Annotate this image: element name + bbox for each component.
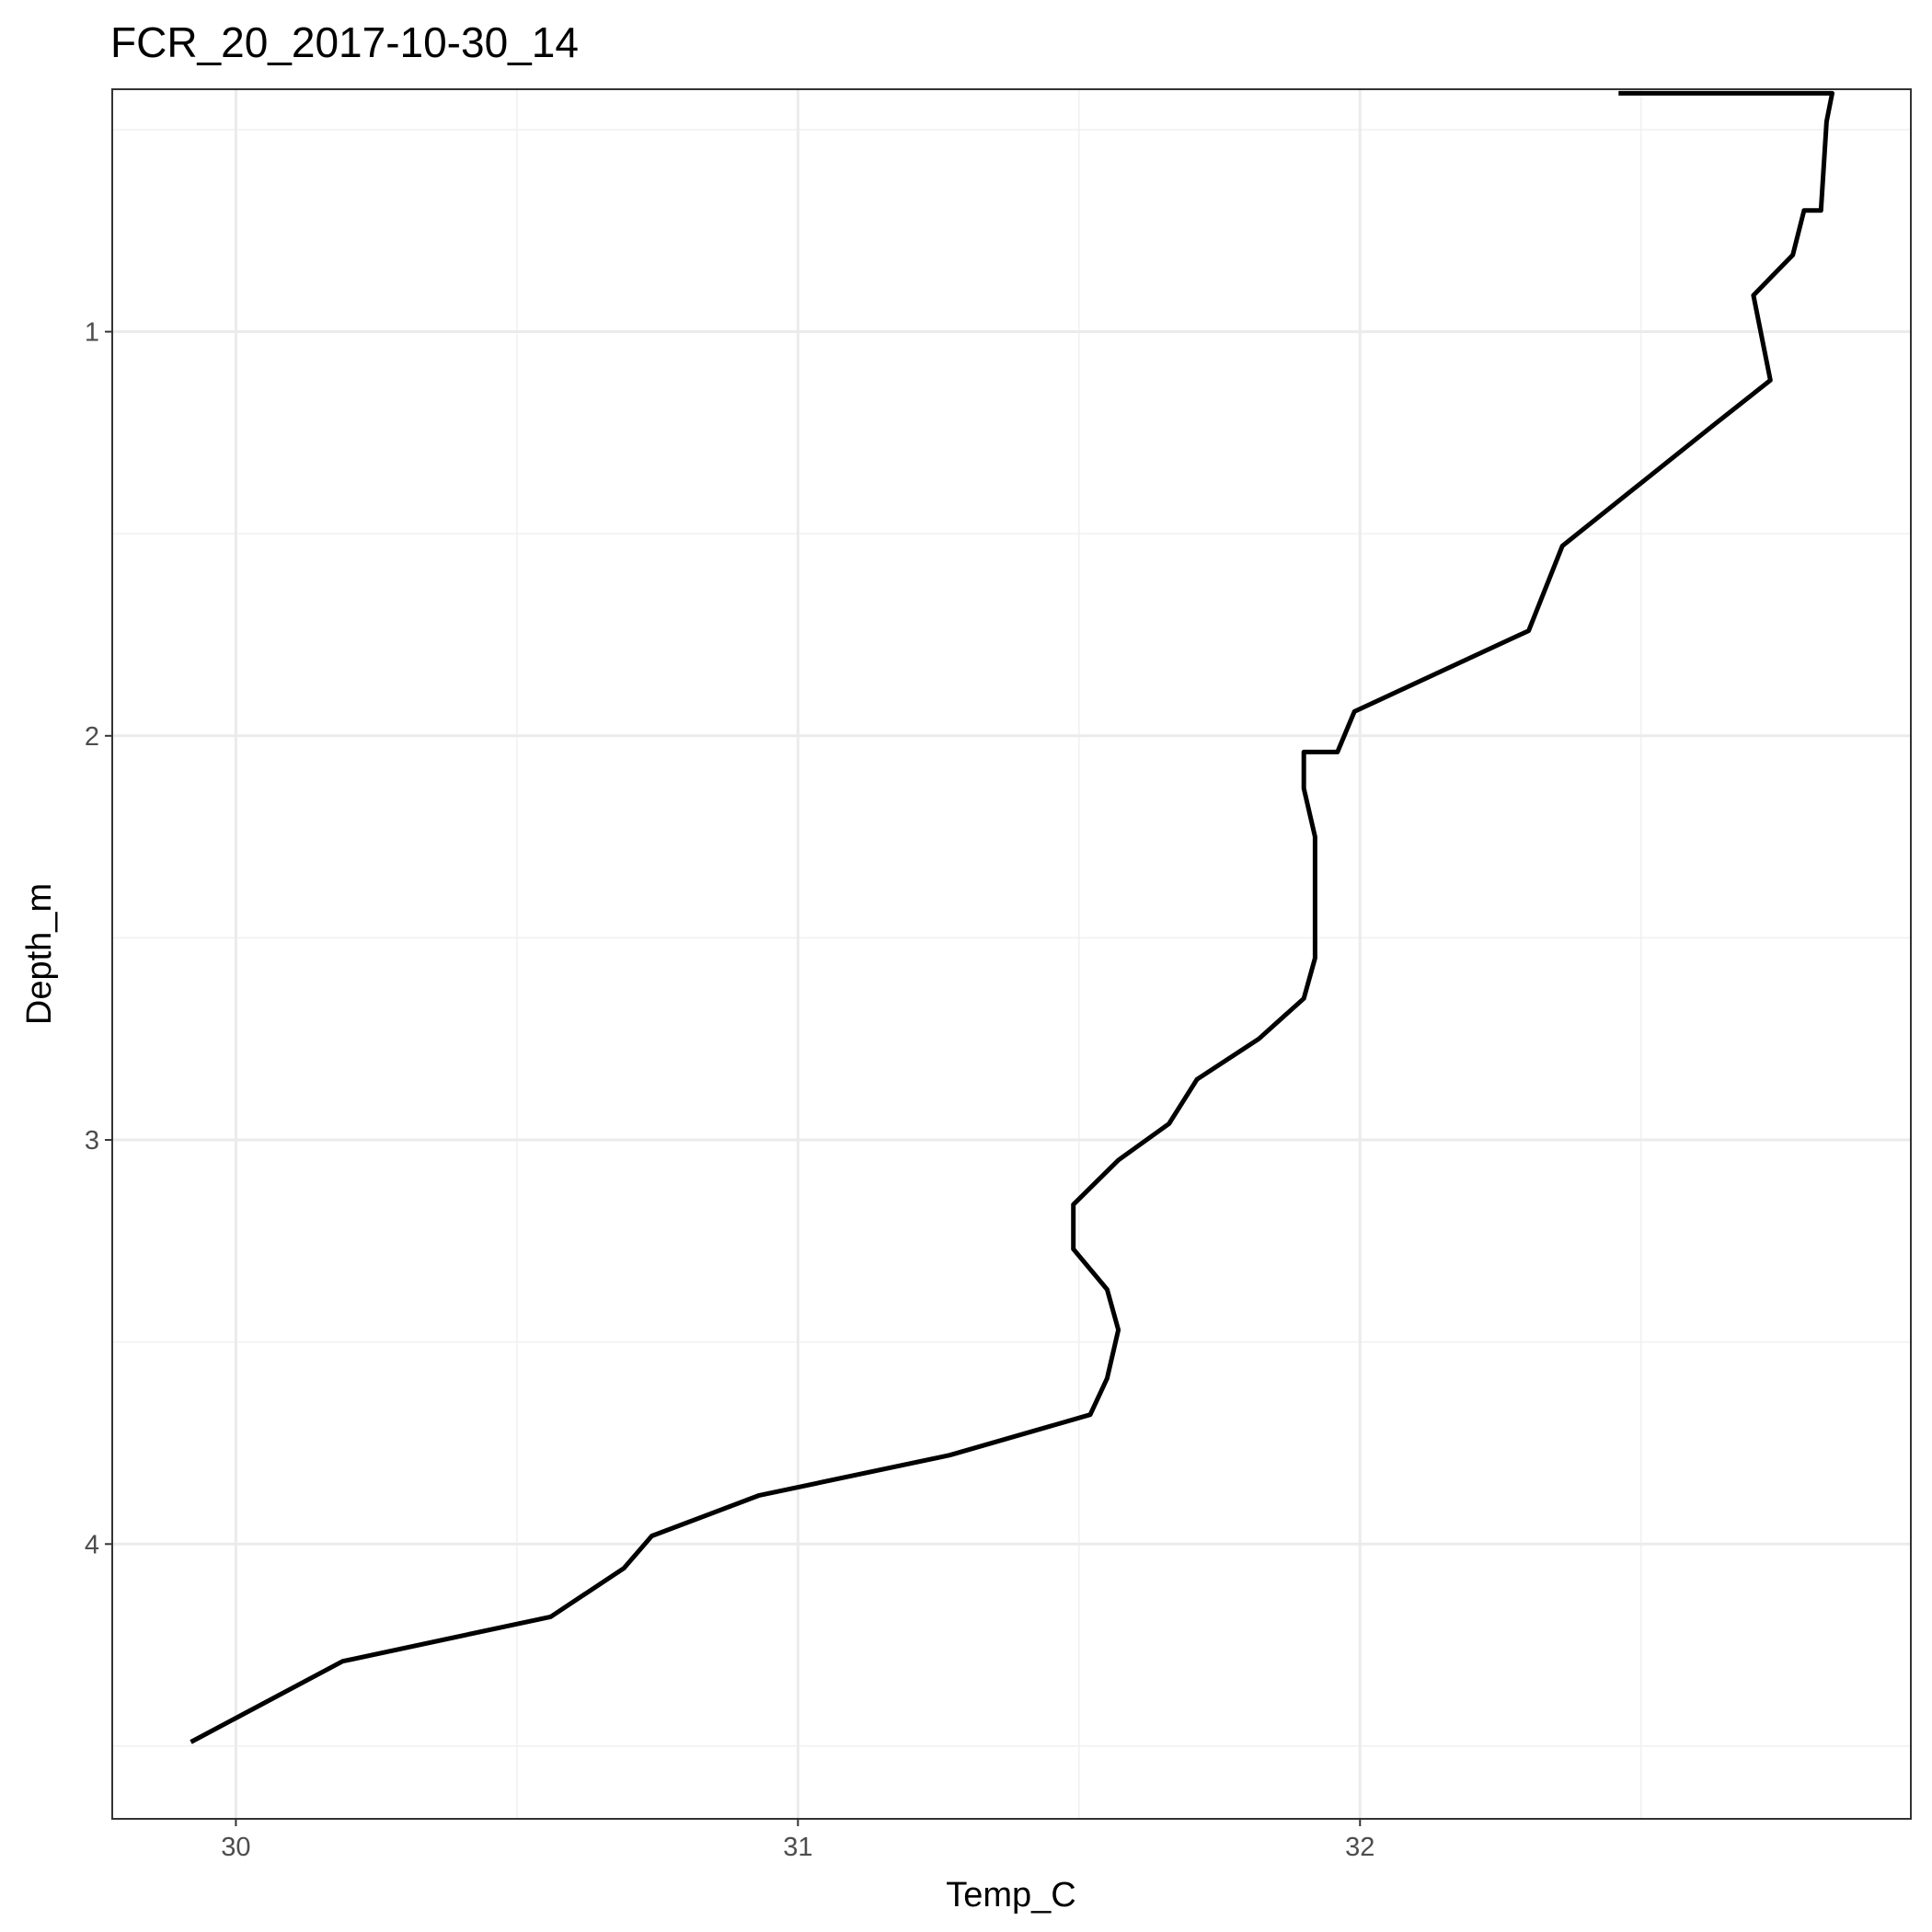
series-layer [190, 90, 1834, 1744]
series-line [190, 90, 1834, 1744]
x-tick-label: 31 [783, 1833, 812, 1862]
major-grid [112, 89, 1911, 1819]
y-axis-title: Depth_m [20, 883, 59, 1025]
minor-grid [112, 89, 1911, 1819]
x-axis-title: Temp_C [946, 1876, 1076, 1915]
x-tick-label: 30 [221, 1833, 250, 1862]
chart-title: FCR_20_2017-10-30_14 [110, 18, 579, 66]
y-tick-label: 3 [85, 1126, 99, 1156]
y-tick-label: 4 [85, 1530, 99, 1559]
y-tick-label: 2 [85, 722, 99, 752]
x-tick-label: 32 [1345, 1833, 1374, 1862]
y-axis: 1 2 3 4 [85, 318, 112, 1559]
y-tick-label: 1 [85, 318, 99, 348]
x-axis: 30 31 32 [221, 1819, 1374, 1862]
plot-panel-border [111, 88, 1912, 1820]
plot-panel-background [112, 89, 1911, 1819]
